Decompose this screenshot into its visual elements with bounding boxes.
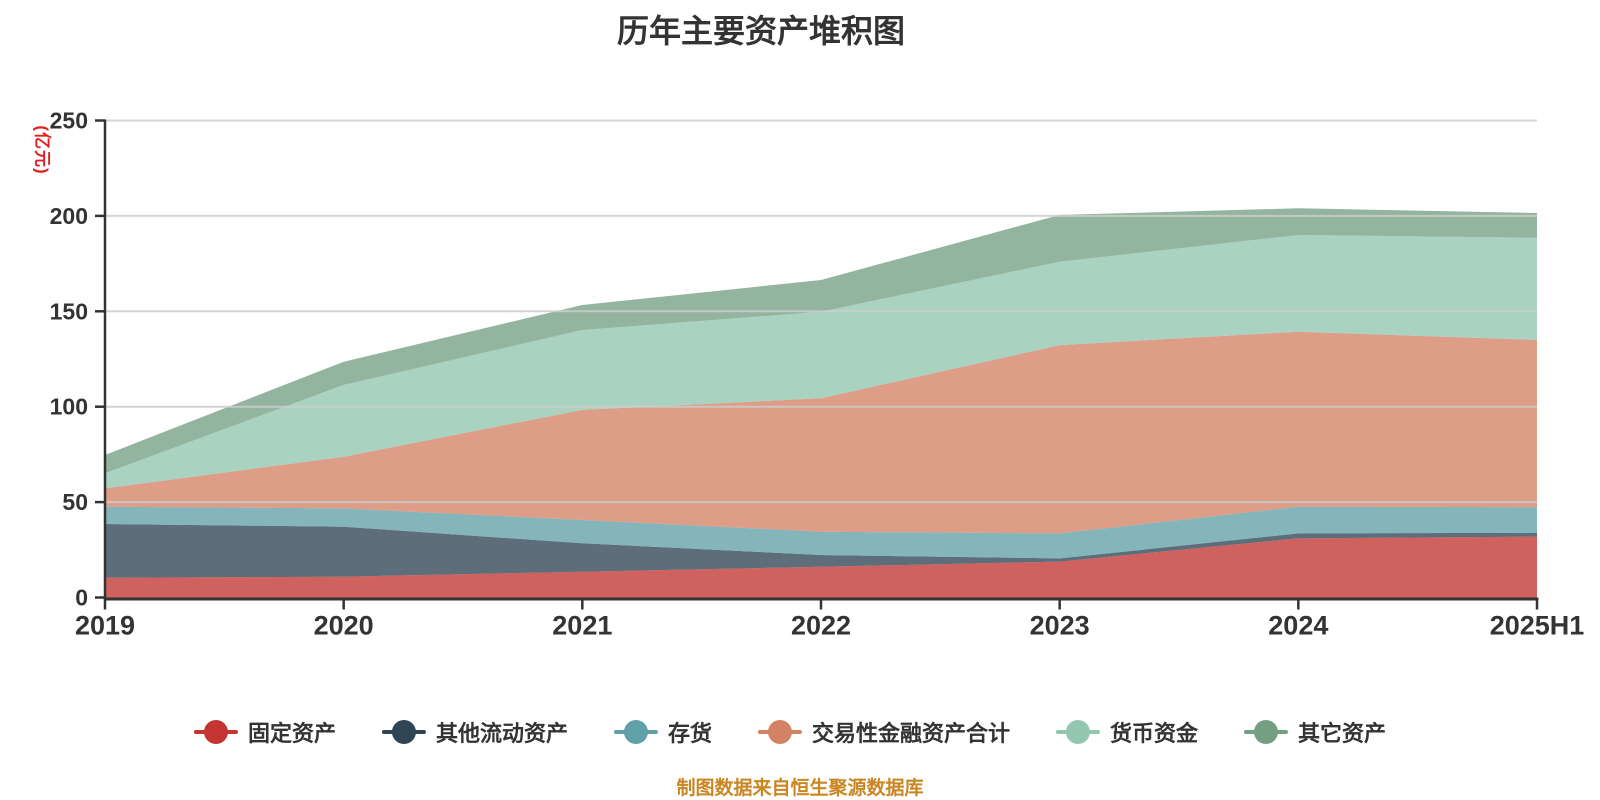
area-series-1 — [105, 524, 1537, 578]
legend-label: 固定资产 — [247, 721, 336, 746]
legend-item-货币资金[interactable]: 货币资金 — [1056, 716, 1198, 748]
y-tick-label-250: 250 — [50, 108, 88, 134]
y-tick-label-150: 150 — [50, 298, 88, 324]
x-tick-label-2023: 2023 — [1030, 611, 1090, 641]
legend-item-其他流动资产[interactable]: 其他流动资产 — [381, 716, 568, 748]
legend: 固定资产 其他流动资产 存货 交易性金融资产合计 货币资金 其它资产 — [193, 716, 1386, 748]
legend-item-交易性金融资产合计[interactable]: 交易性金融资产合计 — [758, 716, 1010, 748]
area-series-2 — [105, 506, 1537, 559]
data-source-caption: 制图数据来自恒生聚源数据库 — [676, 778, 924, 799]
legend-line-dot-icon — [1056, 719, 1101, 745]
legend-label: 存货 — [667, 721, 712, 746]
legend-label: 其他流动资产 — [435, 721, 568, 746]
legend-line-dot-icon — [1244, 719, 1289, 745]
stacked-area-plot: 0 50 100 150 200 250 2019 2020 2021 2022 2023 2024 2… — [50, 108, 1585, 641]
legend-line-dot-icon — [613, 719, 658, 745]
x-tick-label-2024: 2024 — [1268, 611, 1328, 641]
legend-line-dot-icon — [193, 719, 238, 745]
x-tick-label-2020: 2020 — [314, 611, 374, 641]
legend-label: 货币资金 — [1110, 721, 1199, 746]
y-tick-label-0: 0 — [75, 585, 88, 611]
legend-item-固定资产[interactable]: 固定资产 — [193, 716, 336, 748]
legend-item-其它资产[interactable]: 其它资产 — [1244, 716, 1386, 748]
area-series-0 — [105, 536, 1537, 598]
area-series-5 — [105, 208, 1537, 474]
area-series-3 — [105, 331, 1537, 534]
x-tick-label-2025H1: 2025H1 — [1490, 611, 1585, 641]
area-series-4 — [105, 235, 1537, 489]
legend-line-dot-icon — [758, 719, 802, 745]
chart-title: 历年主要资产堆积图 — [616, 13, 906, 49]
y-tick-label-100: 100 — [50, 394, 88, 420]
legend-label: 交易性金融资产合计 — [812, 721, 1011, 746]
y-tick-label-50: 50 — [62, 489, 88, 515]
x-tick-label-2022: 2022 — [791, 611, 851, 641]
legend-label: 其它资产 — [1298, 721, 1387, 746]
x-tick-label-2019: 2019 — [75, 611, 135, 641]
legend-item-存货[interactable]: 存货 — [613, 716, 712, 748]
legend-line-dot-icon — [381, 719, 426, 745]
y-tick-label-200: 200 — [50, 203, 88, 229]
x-tick-label-2021: 2021 — [552, 611, 612, 641]
